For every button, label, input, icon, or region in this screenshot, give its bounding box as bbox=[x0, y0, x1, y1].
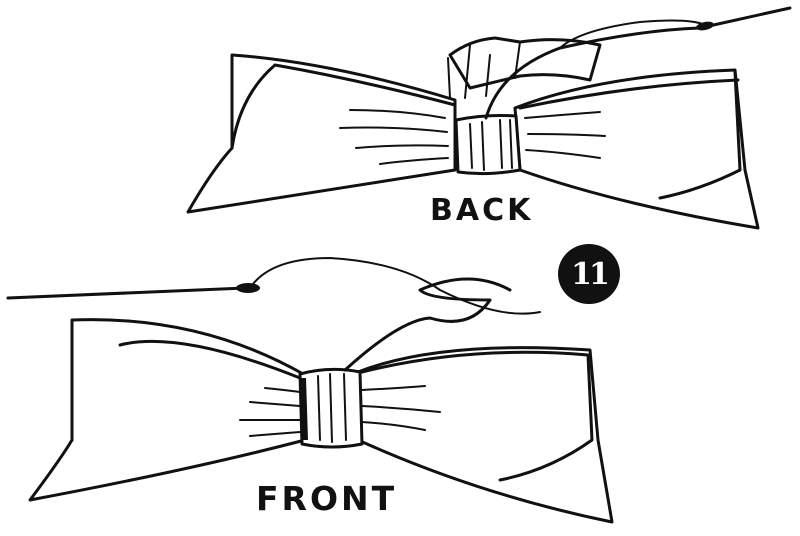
front-left-wing bbox=[28, 318, 307, 502]
back-right-wing-fold bbox=[518, 70, 742, 200]
front-label: FRONT bbox=[256, 479, 398, 518]
back-bow bbox=[186, 6, 792, 230]
front-left-wing-creases bbox=[239, 387, 301, 437]
front-right-wing bbox=[356, 346, 614, 524]
front-thread-loop bbox=[249, 257, 541, 315]
back-right-wing bbox=[513, 68, 760, 230]
front-needle-eye bbox=[236, 283, 260, 293]
front-knot-band-lines bbox=[317, 373, 347, 443]
back-left-wing-fold bbox=[230, 63, 457, 150]
back-right-wing-creases bbox=[524, 111, 606, 159]
back-needle-eye bbox=[696, 21, 714, 31]
back-ribbon-loop-fold bbox=[447, 41, 521, 99]
step-number-badge: 11 bbox=[558, 244, 620, 304]
step-number: 11 bbox=[571, 256, 610, 292]
front-left-wing-fold bbox=[70, 320, 302, 442]
front-right-wing-fold bbox=[360, 350, 594, 482]
front-thread bbox=[343, 277, 512, 372]
front-right-wing-creases bbox=[361, 385, 441, 431]
back-needle bbox=[698, 6, 792, 30]
back-left-wing-creases bbox=[339, 109, 449, 165]
front-knot-band-shade bbox=[300, 378, 308, 440]
front-bow bbox=[6, 257, 614, 524]
back-left-wing bbox=[186, 53, 457, 214]
front-needle bbox=[6, 286, 247, 300]
back-label: BACK bbox=[430, 193, 534, 228]
back-knot-band-lines bbox=[469, 119, 513, 171]
back-thread-loop bbox=[559, 19, 706, 49]
